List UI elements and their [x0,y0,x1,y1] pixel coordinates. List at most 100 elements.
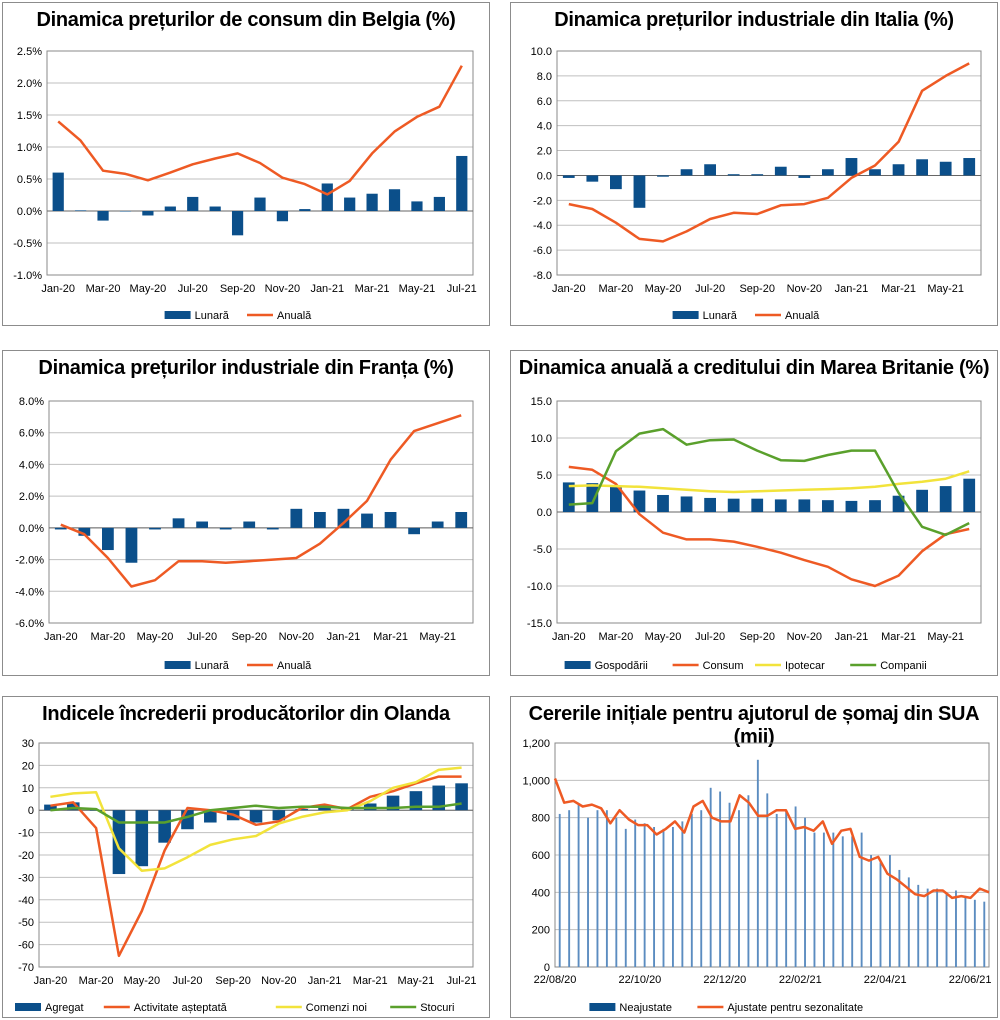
bar-lunar- [196,521,208,528]
bar-neajustate [907,877,910,967]
bar-gospod-rii [892,495,905,512]
x-tick-label: Jan-21 [310,283,344,295]
x-tick-label: May-21 [927,631,964,643]
y-tick-label: -8.0 [533,270,552,282]
legend-label: Lunară [195,310,230,322]
bar-neajustate [804,817,806,967]
x-tick-label: Mar-21 [355,283,390,295]
bar-neajustate [728,802,731,967]
bar-gospod-rii [727,498,740,512]
y-tick-label: 8.0 [537,71,552,83]
bar-neajustate [785,810,788,967]
y-tick-label: -15.0 [527,618,552,630]
bar-lunar- [411,201,423,211]
plot-area [554,742,990,968]
x-tick-label: Jul-20 [172,975,202,987]
x-tick-label: Jul-20 [178,283,208,295]
bar-lunar- [231,211,244,236]
bar-lunar- [254,197,266,211]
bar-lunar- [433,196,445,211]
bar-neajustate [558,813,561,967]
legend-label: Anuală [277,310,312,322]
y-tick-label: 10.0 [531,46,552,58]
bar-lunar- [75,210,87,211]
legend-label: Gospodării [595,660,648,672]
bar-agregat [432,785,446,811]
y-tick-label: 6.0 [537,96,552,108]
bar-agregat [318,806,331,811]
y-tick-label: -60 [18,940,34,952]
y-tick-label: -0.5% [13,238,42,250]
legend-label: Stocuri [420,1002,454,1014]
bar-gospod-rii [869,500,881,512]
legend-label: Agregat [45,1002,84,1014]
bar-lunar- [344,197,356,211]
y-tick-label: 5.0 [537,470,552,482]
bar-lunar- [633,175,646,208]
bar-lunar- [209,206,221,211]
legend-swatch [164,661,191,669]
bar-neajustate [596,810,599,967]
x-tick-label: Mar-21 [881,283,916,295]
x-tick-label: Jan-20 [44,631,78,643]
x-tick-label: Jul-21 [447,975,477,987]
x-tick-label: Mar-20 [598,631,633,643]
bar-lunar- [102,527,114,551]
bar-lunar- [680,169,693,176]
y-tick-label: -50 [18,917,34,929]
bar-gospod-rii [822,500,834,512]
chart-panel-belgia: Dinamica prețurilor de consum din Belgia… [2,2,490,326]
bar-agregat [181,810,194,830]
bar-neajustate [766,793,769,967]
x-tick-label: Jan-20 [34,975,68,987]
bar-lunar- [610,175,622,190]
bar-lunar- [54,527,67,530]
y-tick-label: -10 [18,828,34,840]
bar-gospod-rii [704,497,716,512]
legend-label: Consum [703,660,744,672]
legend-label: Ajustate pentru sezonalitate [727,1002,863,1014]
x-tick-label: Jul-21 [447,283,477,295]
bar-neajustate [587,817,589,967]
bar-lunar- [97,211,109,221]
chart-title: Dinamica prețurilor de consum din Belgia… [36,9,456,31]
y-tick-label: 1,200 [522,738,550,750]
bar-lunar- [751,174,764,176]
bar-neajustate [917,884,920,967]
bar-neajustate [605,810,608,967]
x-tick-label: May-20 [130,283,167,295]
bar-lunar- [142,211,154,216]
line-ipotecar [568,470,970,494]
bar-neajustate [860,832,863,967]
x-tick-label: Jan-21 [327,631,361,643]
y-tick-label: -2.0 [533,195,552,207]
y-tick-label: 600 [532,850,550,862]
plot-area [38,742,474,968]
y-tick-label: 20 [22,760,34,772]
y-tick-label: 30 [22,738,34,750]
chart-svg-sua: 0 200 400 600 800 1,000 1,200 22/08/20 22/10/20 2… [522,738,991,1014]
bar-lunar- [149,527,161,530]
bar-lunar- [78,527,91,536]
chart-panel-britania: Dinamica anuală a creditului din Marea B… [510,350,998,676]
y-tick-label: -4.0 [533,220,552,232]
bar-agregat [386,795,400,811]
bar-lunar- [727,174,740,176]
legend-label: Ipotecar [785,660,825,672]
bar-neajustate [700,810,703,967]
bar-neajustate [615,817,618,967]
bar-lunar- [963,158,976,176]
legend-label: Companii [880,660,926,672]
plot-area [46,50,474,276]
y-tick-label: 2.5% [17,46,42,58]
bar-lunar- [774,166,787,176]
bar-lunar- [276,211,289,222]
bar-neajustate [813,832,816,967]
legend-label: Activitate așteptată [134,1002,228,1014]
x-tick-label: Mar-21 [881,631,916,643]
bar-agregat [272,810,286,821]
bar-neajustate [879,862,882,967]
chart-svg-italia: -8.0 -6.0 -4.0 -2.0 0.0 2.0 4.0 6.0 8.0 10.0 Jan-2… [531,46,982,322]
bar-lunar- [164,206,176,211]
bar-lunar- [125,527,138,563]
